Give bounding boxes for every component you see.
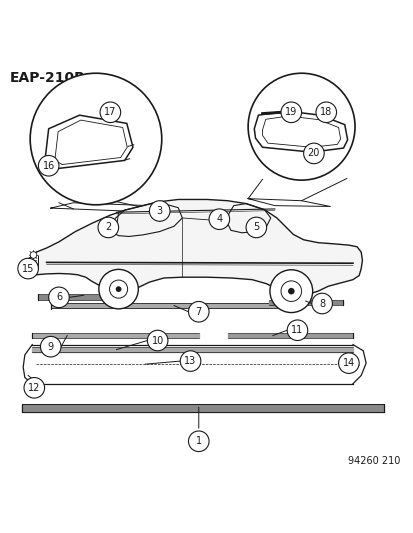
Text: 6: 6 (56, 292, 62, 302)
Circle shape (99, 269, 138, 309)
Circle shape (40, 336, 61, 357)
Circle shape (188, 431, 209, 451)
Circle shape (338, 353, 358, 374)
Text: 7: 7 (195, 306, 202, 317)
Text: 94260 210: 94260 210 (347, 456, 399, 466)
Circle shape (311, 293, 332, 314)
Text: 15: 15 (22, 263, 34, 273)
Circle shape (30, 252, 37, 259)
Text: 20: 20 (307, 148, 319, 158)
Circle shape (30, 73, 161, 205)
Text: 9: 9 (47, 342, 54, 352)
Circle shape (115, 286, 121, 292)
Text: EAP-210B: EAP-210B (9, 71, 85, 85)
Circle shape (287, 288, 294, 294)
Circle shape (100, 102, 120, 123)
Circle shape (303, 143, 323, 164)
Circle shape (98, 217, 118, 238)
Text: 5: 5 (253, 222, 259, 232)
Text: 8: 8 (318, 298, 325, 309)
Text: 1: 1 (195, 437, 202, 446)
Circle shape (280, 102, 301, 123)
Circle shape (287, 320, 307, 341)
Circle shape (38, 156, 59, 176)
Circle shape (245, 217, 266, 238)
Text: 14: 14 (342, 358, 354, 368)
Text: 13: 13 (184, 356, 196, 366)
Text: 19: 19 (285, 107, 297, 117)
Polygon shape (24, 199, 361, 294)
Text: 10: 10 (151, 335, 164, 345)
Text: 16: 16 (43, 161, 55, 171)
Text: 18: 18 (319, 107, 332, 117)
Circle shape (149, 201, 170, 221)
Circle shape (269, 270, 312, 312)
Circle shape (315, 102, 336, 123)
Text: 2: 2 (105, 222, 111, 232)
Circle shape (49, 287, 69, 308)
Circle shape (18, 259, 38, 279)
Text: 12: 12 (28, 383, 40, 393)
Circle shape (209, 209, 229, 230)
Text: 11: 11 (291, 325, 303, 335)
Circle shape (24, 377, 45, 398)
Circle shape (247, 73, 354, 180)
Circle shape (147, 330, 168, 351)
Text: 4: 4 (216, 214, 222, 224)
Circle shape (180, 351, 200, 372)
Circle shape (188, 302, 209, 322)
Text: 3: 3 (156, 206, 162, 216)
Text: 17: 17 (104, 107, 116, 117)
